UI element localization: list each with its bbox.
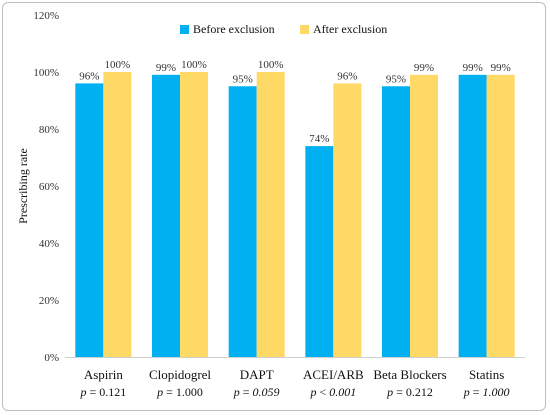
y-axis-title: Prescribing rate — [16, 148, 30, 224]
x-tick-label: Clopidogrel — [149, 367, 211, 382]
data-label: 99% — [463, 62, 483, 74]
bar — [228, 86, 257, 357]
data-label: 95% — [386, 73, 406, 85]
data-label: 96% — [79, 70, 99, 82]
x-tick-label: ACEI/ARB — [303, 367, 364, 382]
bar — [180, 72, 208, 357]
y-axis: 0% 20% 40% 60% 80% 100% 120% — [33, 10, 59, 364]
p-value-label: p = 1.000 — [463, 385, 510, 399]
legend-swatch — [300, 25, 309, 34]
x-axis: Aspirin p = 0.121 Clopidogrel p = 1.000 DAPT… — [65, 357, 525, 399]
bar — [75, 83, 104, 358]
y-tick-label: 20% — [39, 295, 59, 307]
data-label: 100% — [104, 59, 130, 71]
p-value-label: p = 0.059 — [233, 385, 280, 399]
y-tick-label: 100% — [33, 67, 59, 79]
data-label: 100% — [181, 59, 207, 71]
p-value-label: p = 1.000 — [156, 385, 203, 399]
data-label: 99% — [414, 62, 434, 74]
bar — [486, 74, 515, 357]
data-label: 99% — [491, 62, 511, 74]
bar — [305, 146, 334, 357]
bar — [103, 72, 132, 357]
legend-swatch — [180, 25, 189, 34]
p-value-label: p = 0.121 — [79, 385, 126, 399]
data-label: 95% — [233, 73, 253, 85]
legend-label: Before exclusion — [193, 22, 275, 36]
x-tick-label: Beta Blockers — [373, 367, 446, 382]
bar — [382, 86, 410, 357]
bar — [152, 74, 180, 357]
bar — [256, 72, 285, 357]
data-label: 99% — [156, 62, 176, 74]
legend: Before exclusion After exclusion — [180, 22, 387, 36]
y-tick-label: 120% — [33, 10, 59, 22]
y-tick-label: 80% — [39, 124, 59, 136]
bar — [333, 83, 362, 358]
legend-label: After exclusion — [313, 22, 387, 36]
data-label: 100% — [258, 59, 284, 71]
bar — [410, 74, 438, 357]
x-tick-label: Aspirin — [84, 367, 124, 382]
data-labels: 96% 100% 99% 100% 95% 100% 74% 96% 95% 99% 99% 99% — [79, 59, 511, 145]
p-value-label: p = 0.212 — [386, 385, 433, 399]
y-tick-label: 40% — [39, 238, 59, 250]
p-value-label: p < 0.001 — [309, 385, 356, 399]
data-label: 74% — [309, 133, 329, 145]
bars — [75, 72, 515, 358]
y-tick-label: 0% — [44, 352, 59, 364]
x-tick-label: Statins — [469, 367, 504, 382]
y-tick-label: 60% — [39, 181, 59, 193]
bar — [458, 74, 487, 357]
x-tick-label: DAPT — [240, 367, 274, 382]
data-label: 96% — [337, 70, 357, 82]
